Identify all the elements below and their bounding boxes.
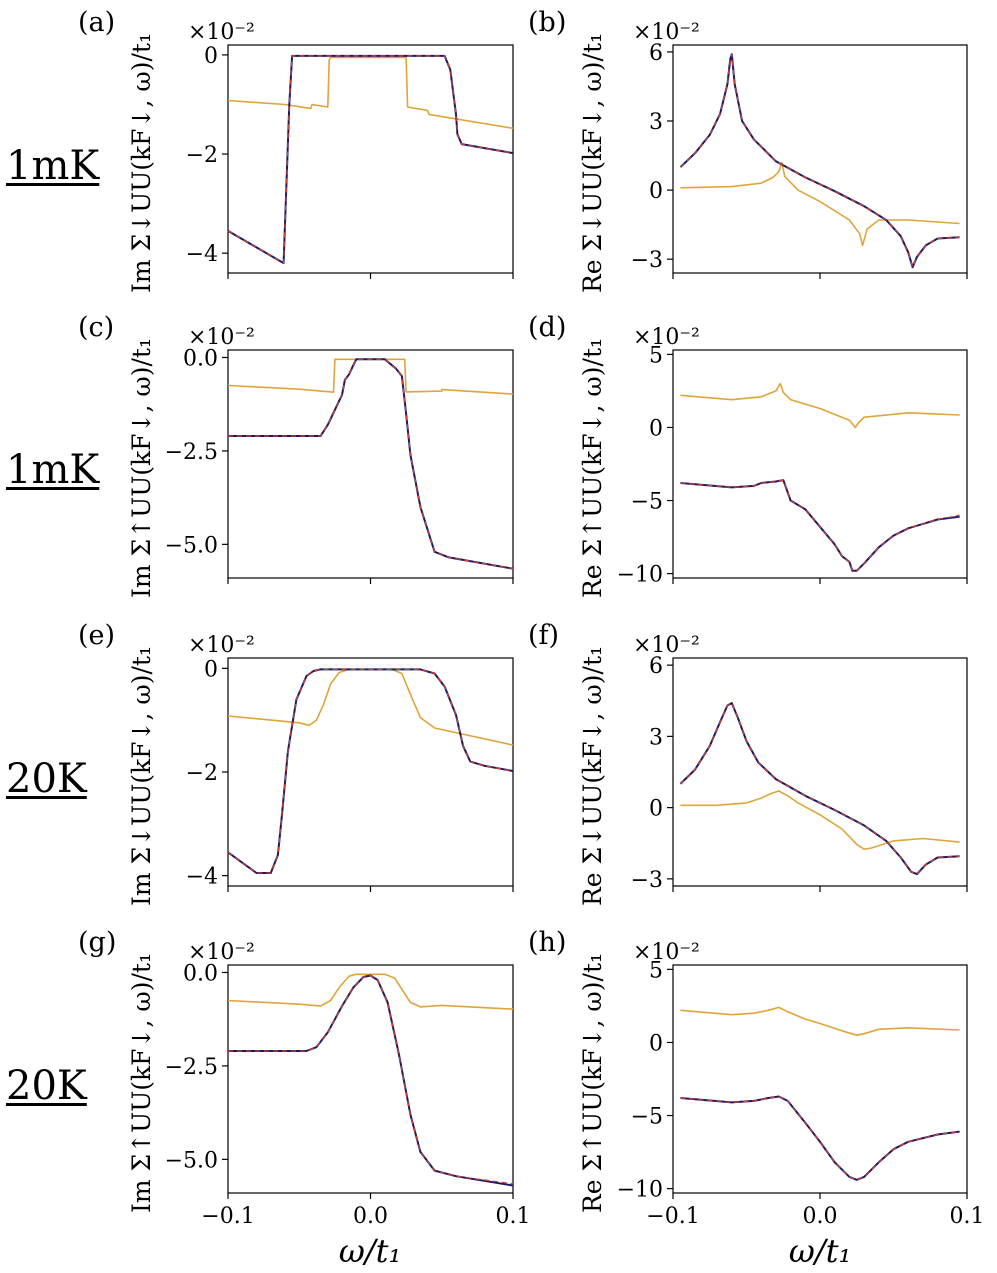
series-line-orange: [680, 790, 960, 851]
x-axis-label-right: ω/t₁: [789, 1232, 852, 1270]
series-line-navy: [680, 1095, 960, 1181]
panel-label: (f): [528, 620, 559, 651]
row-label-4: 20K: [6, 1063, 87, 1109]
series-line-red_dashed: [227, 668, 514, 874]
axis-exponent: ×10⁻²: [188, 940, 255, 965]
series-line-red_dashed: [227, 55, 514, 264]
plot-frame: [227, 349, 514, 579]
y-tick-label: 3: [649, 110, 663, 135]
panel-label: (g): [78, 927, 116, 958]
y-axis-label: Re Σ↓UU(kF↓, ω)/t₁: [578, 33, 607, 293]
axis-exponent: ×10⁻²: [188, 633, 255, 658]
panel-label: (c): [78, 312, 114, 343]
y-axis-label: Im Σ↓UU(kF↓, ω)/t₁: [127, 33, 156, 293]
plot-frame: [672, 964, 968, 1194]
y-tick-label: 0.0: [183, 346, 218, 371]
y-tick-label: −2.5: [165, 440, 218, 465]
x-tick-label: 0.0: [803, 1204, 838, 1229]
y-tick-label: −3: [631, 868, 663, 893]
y-axis-label: Im Σ↑UU(kF↓, ω)/t₁: [127, 953, 156, 1213]
series-line-navy: [679, 53, 960, 269]
y-tick-label: −4: [186, 865, 218, 890]
y-tick-label: 0: [204, 44, 218, 69]
plot-frame: [227, 657, 514, 887]
plot-frame: [672, 44, 968, 274]
panel-label: (b): [528, 7, 566, 38]
axis-exponent: ×10⁻²: [188, 20, 255, 45]
y-tick-label: −2: [186, 143, 218, 168]
x-axis-label-left: ω/t₁: [339, 1232, 402, 1270]
y-tick-label: 0: [649, 1031, 663, 1056]
series-line-navy: [679, 702, 960, 876]
axis-exponent: ×10⁻²: [633, 325, 700, 350]
y-tick-label: 5: [649, 958, 663, 983]
plot-frame: [227, 964, 514, 1194]
y-tick-label: −5: [631, 1105, 663, 1130]
y-tick-label: −3: [631, 248, 663, 273]
y-axis-label: Re Σ↓UU(kF↓, ω)/t₁: [578, 646, 607, 906]
y-tick-label: −5: [631, 490, 663, 515]
y-tick-label: −5.0: [165, 533, 218, 558]
plot-frame: [227, 44, 514, 274]
y-tick-label: −2.5: [165, 1055, 218, 1080]
panel-label: (d): [528, 312, 566, 343]
series-line-red_dashed: [679, 53, 960, 268]
series-line-red_dashed: [680, 479, 960, 572]
series-line-orange: [680, 382, 960, 429]
y-tick-label: 6: [649, 654, 663, 679]
x-tick-label: −0.1: [646, 1204, 699, 1229]
y-tick-label: 6: [649, 41, 663, 66]
plot-frame: [672, 349, 968, 579]
panel-label: (e): [78, 620, 115, 651]
y-tick-label: −4: [186, 242, 218, 267]
y-axis-label: Re Σ↑UU(kF↓, ω)/t₁: [578, 338, 607, 598]
y-tick-label: 0: [649, 797, 663, 822]
y-tick-label: 0: [204, 657, 218, 682]
y-tick-label: −10: [617, 1178, 663, 1203]
x-tick-label: −0.1: [201, 1204, 254, 1229]
axis-exponent: ×10⁻²: [633, 20, 700, 45]
row-label-1: 1mK: [6, 143, 100, 189]
y-tick-label: 0.0: [183, 961, 218, 986]
series-line-navy: [227, 54, 514, 265]
plot-frame: [672, 657, 968, 887]
y-axis-label: Im Σ↓UU(kF↓, ω)/t₁: [127, 646, 156, 906]
axis-exponent: ×10⁻²: [633, 633, 700, 658]
y-tick-label: 0: [649, 416, 663, 441]
series-line-navy: [680, 479, 960, 572]
series-line-orange: [680, 1006, 960, 1036]
x-tick-label: 0.0: [353, 1204, 388, 1229]
y-tick-label: −10: [617, 563, 663, 588]
axis-exponent: ×10⁻²: [633, 940, 700, 965]
series-line-orange: [227, 668, 514, 746]
row-label-3: 20K: [6, 756, 87, 802]
series-line-red_dashed: [228, 358, 514, 570]
panel-label: (a): [78, 7, 115, 38]
y-tick-label: −2: [186, 761, 218, 786]
series-line-red_dashed: [679, 702, 960, 875]
series-line-orange: [227, 358, 514, 395]
y-axis-label: Im Σ↑UU(kF↓, ω)/t₁: [127, 338, 156, 598]
series-line-red_dashed: [680, 1095, 960, 1181]
y-tick-label: −5.0: [165, 1148, 218, 1173]
series-line-orange: [680, 161, 960, 247]
series-line-orange: [227, 973, 514, 1010]
axis-exponent: ×10⁻²: [188, 325, 255, 350]
y-tick-label: 0: [649, 179, 663, 204]
y-axis-label: Re Σ↑UU(kF↓, ω)/t₁: [578, 953, 607, 1213]
panel-label: (h): [528, 927, 566, 958]
series-line-orange: [227, 56, 514, 130]
series-line-navy: [227, 668, 514, 874]
x-tick-label: 0.1: [496, 1204, 531, 1229]
x-tick-label: 0.1: [950, 1204, 985, 1229]
y-tick-label: 5: [649, 343, 663, 368]
row-label-2: 1mK: [6, 447, 100, 493]
series-line-red_dashed: [228, 974, 514, 1185]
y-tick-label: 3: [649, 725, 663, 750]
